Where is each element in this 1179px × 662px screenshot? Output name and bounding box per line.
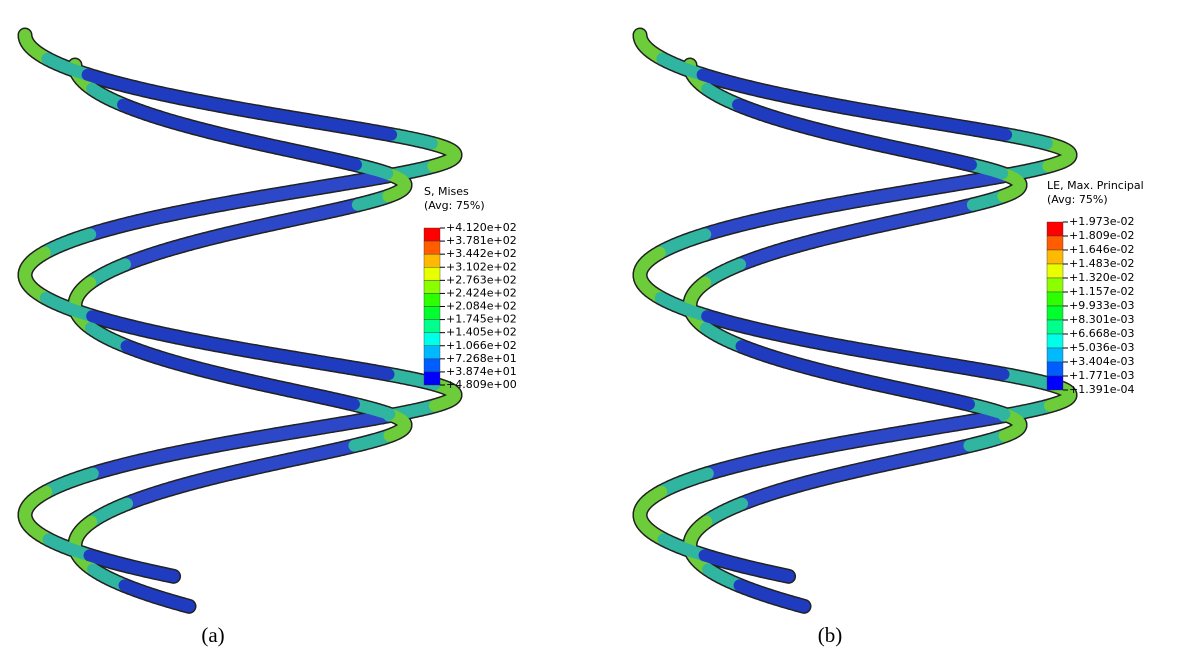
legend-title: S, Mises [424,185,469,198]
legend-label: +1.483e-02 [1069,257,1134,270]
legend-title: LE, Max. Principal [1047,179,1144,192]
legend-label: +8.301e-03 [1069,313,1134,326]
legend-band [423,240,441,255]
legend-band [423,293,441,307]
legend-band [1046,333,1064,349]
legend-band [1046,291,1064,307]
wire [845,372,866,386]
legend-band [423,253,441,268]
spring [632,27,1078,614]
legend-label: +2.424e+02 [446,286,517,299]
legend-band [1046,221,1064,237]
legend-label: +9.933e-03 [1069,299,1134,312]
legend-label: +3.404e-03 [1069,355,1134,368]
legend-label: +1.066e+02 [446,339,517,352]
legend-label: +1.320e-02 [1069,271,1134,284]
legend-band [423,227,441,242]
spring [17,27,463,614]
wire [230,372,251,386]
legend-band [1046,361,1064,377]
legend-band [423,306,441,320]
legend-band [423,267,441,281]
legend-band [423,332,441,346]
legend-subtitle: (Avg: 75%) [1047,193,1108,206]
legend-label: +1.405e+02 [446,326,517,339]
legend-label: +7.268e+01 [446,352,517,365]
wire [175,598,196,613]
legend-band [1046,347,1064,363]
legend-label: +1.157e-02 [1069,285,1134,298]
legend-label: +1.391e-04 [1069,383,1134,396]
legend-label: +2.084e+02 [446,300,517,313]
legend-label: +3.102e+02 [446,260,517,273]
legend-label: +3.442e+02 [446,247,517,260]
legend-label: +1.771e-03 [1069,369,1134,382]
legend-band [423,319,441,333]
legend-band [1046,375,1064,391]
legend-band [1046,277,1064,293]
legend-band [423,280,441,294]
legend-label: +1.745e+02 [446,313,517,326]
legend-label: +1.809e-02 [1069,229,1134,242]
legend-band [423,371,441,386]
wire [229,342,252,356]
caption: (b) [818,623,843,647]
legend-label: +3.781e+02 [446,234,517,247]
legend-band [1046,319,1064,335]
legend-label: +4.120e+02 [446,221,517,234]
wire [790,598,811,613]
legend-label: +1.973e-02 [1069,215,1134,228]
caption: (a) [201,623,224,647]
legend-label: +3.874e+01 [446,365,517,378]
wire [844,342,867,356]
legend-label: +5.036e-03 [1069,341,1134,354]
wire [233,102,256,117]
wire [848,102,871,117]
legend-band [1046,263,1064,279]
legend-band [1046,235,1064,251]
wire [773,568,795,583]
wire [158,568,180,583]
legend-band [1046,249,1064,265]
wire [233,132,253,147]
legend-band [1046,305,1064,321]
legend-label: +2.763e+02 [446,273,517,286]
legend-band [423,345,441,360]
legend-label: +6.668e-03 [1069,327,1134,340]
legend-label: +1.646e-02 [1069,243,1134,256]
legend-band [423,358,441,373]
wire [848,132,868,147]
legend-label: +4.809e+00 [446,378,517,391]
legend-subtitle: (Avg: 75%) [424,199,485,212]
